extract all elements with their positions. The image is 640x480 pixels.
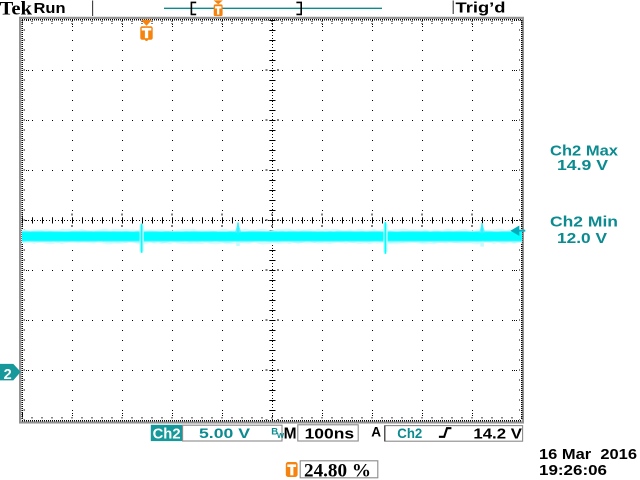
svg-text:Ch2 Max: Ch2 Max bbox=[550, 142, 619, 159]
svg-text:19:26:06: 19:26:06 bbox=[539, 462, 607, 479]
svg-text:Tek: Tek bbox=[0, 0, 32, 20]
svg-text:5.00 V: 5.00 V bbox=[199, 425, 251, 441]
svg-text:Trig’d: Trig’d bbox=[456, 0, 506, 16]
svg-text:16 Mar 2016: 16 Mar 2016 bbox=[539, 446, 637, 463]
svg-text:24.80 %: 24.80 % bbox=[304, 460, 371, 480]
svg-text:Ch2: Ch2 bbox=[153, 427, 181, 443]
svg-text:Ch2 Min: Ch2 Min bbox=[550, 214, 618, 231]
svg-text:B: B bbox=[271, 427, 278, 438]
svg-text:W: W bbox=[277, 431, 285, 440]
svg-text:A: A bbox=[371, 425, 381, 440]
svg-text:M: M bbox=[284, 426, 297, 443]
svg-text:Ch2: Ch2 bbox=[397, 425, 422, 441]
svg-text:14.2 V: 14.2 V bbox=[473, 426, 522, 442]
svg-text:14.9 V: 14.9 V bbox=[557, 157, 608, 174]
svg-text:2: 2 bbox=[4, 367, 12, 383]
svg-text:12.0 V: 12.0 V bbox=[557, 230, 607, 247]
svg-text:100ns: 100ns bbox=[305, 426, 355, 442]
svg-text:Run: Run bbox=[34, 1, 66, 17]
